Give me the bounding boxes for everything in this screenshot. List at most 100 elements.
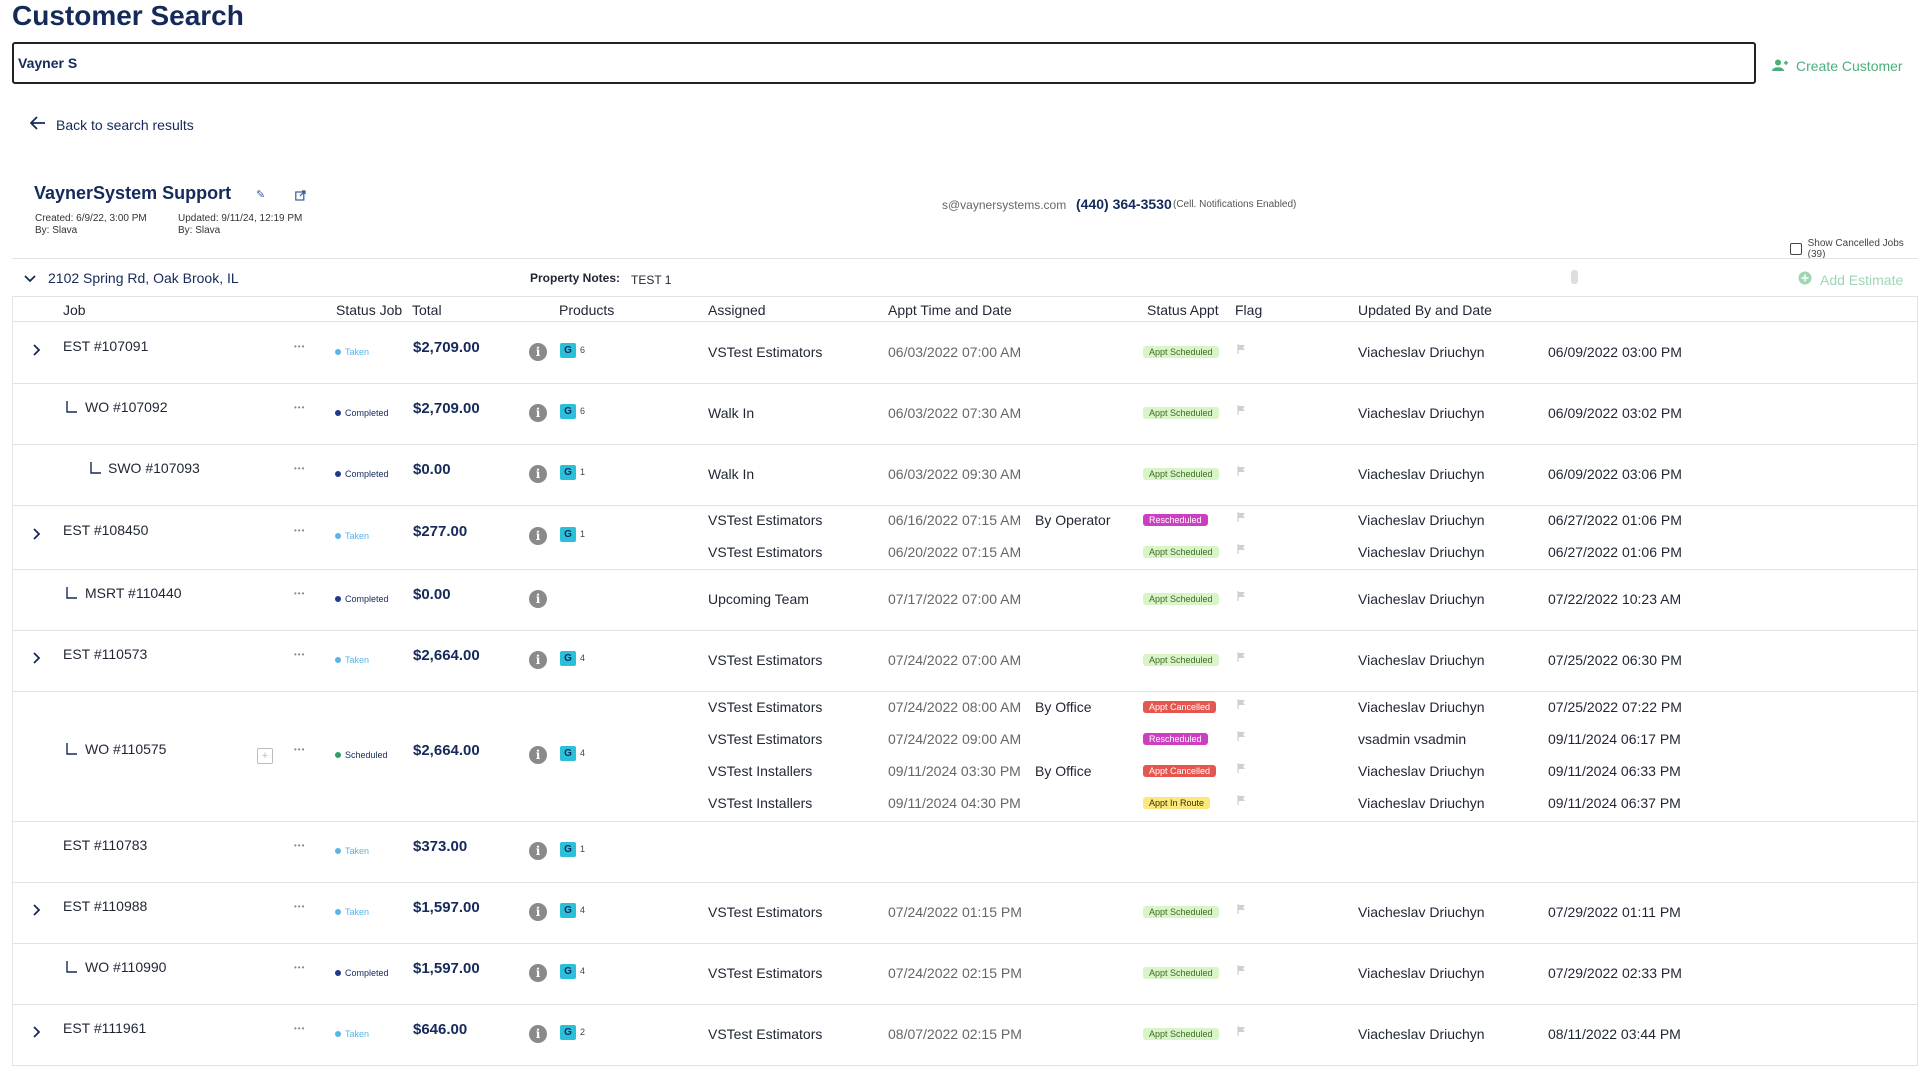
more-options-icon[interactable]: ••• (294, 901, 306, 911)
flag-icon[interactable] (1237, 512, 1246, 525)
appt-status-badge: Appt Scheduled (1143, 653, 1219, 666)
info-icon[interactable]: i (529, 963, 547, 982)
job-id[interactable]: EST #107091 (63, 337, 149, 354)
col-updated[interactable]: Updated By and Date (1358, 302, 1492, 318)
more-options-icon[interactable]: ••• (294, 745, 306, 754)
info-icon[interactable]: i (529, 464, 547, 483)
show-cancelled-label: Show Cancelled Jobs (39) (1807, 238, 1904, 260)
job-id[interactable]: SWO #107093 (108, 459, 200, 476)
col-job[interactable]: Job (63, 302, 86, 318)
product-count: 6 (580, 405, 586, 416)
product-badge: G (560, 746, 576, 761)
table-row[interactable] (12, 882, 1918, 944)
scroll-handle[interactable] (1571, 270, 1578, 284)
job-id[interactable]: EST #110988 (63, 897, 148, 914)
flag-icon[interactable] (1237, 651, 1246, 665)
customer-email[interactable]: s@vaynersystems.com (942, 198, 1067, 212)
job-id[interactable]: WO #107092 (85, 398, 168, 415)
col-total[interactable]: Total (412, 302, 442, 318)
updated-date: 06/09/2022 03:06 PM (1548, 465, 1682, 482)
table-row[interactable] (12, 383, 1918, 445)
job-total: $277.00 (413, 523, 468, 540)
show-cancelled-toggle[interactable]: Show Cancelled Jobs (39) (1790, 238, 1920, 260)
flag-icon[interactable] (1237, 465, 1246, 479)
col-assigned[interactable]: Assigned (708, 302, 766, 318)
job-id[interactable]: EST #110573 (63, 645, 148, 662)
info-icon[interactable]: i (529, 650, 547, 669)
flag-icon[interactable] (1237, 795, 1246, 808)
info-icon[interactable]: i (529, 902, 547, 921)
table-row[interactable] (12, 691, 1918, 822)
chevron-right-icon[interactable] (33, 903, 41, 921)
table-row[interactable] (12, 569, 1918, 631)
col-products[interactable]: Products (559, 302, 615, 318)
flag-icon[interactable] (1237, 903, 1246, 917)
create-customer-button[interactable]: Create Customer (1772, 58, 1903, 74)
info-icon[interactable]: i (529, 527, 547, 545)
updated-by: Viacheslav Driuchyn (1358, 903, 1485, 920)
flag-icon[interactable] (1237, 343, 1246, 357)
chevron-down-icon[interactable] (24, 270, 36, 286)
table-row[interactable] (12, 322, 1918, 384)
show-cancelled-checkbox[interactable] (1790, 243, 1802, 255)
table-row[interactable] (12, 505, 1918, 570)
job-id[interactable]: EST #110783 (63, 836, 148, 853)
plus-circle-icon (1798, 271, 1812, 288)
col-status-job[interactable]: Status Job (336, 302, 403, 318)
more-options-icon[interactable]: ••• (294, 840, 306, 850)
updated-by: Viacheslav Driuchyn (1358, 964, 1485, 981)
flag-icon[interactable] (1237, 763, 1246, 776)
product-count: 4 (580, 652, 586, 663)
add-estimate-button[interactable]: Add Estimate (1798, 271, 1903, 288)
flag-icon[interactable] (1237, 964, 1246, 978)
info-icon[interactable]: i (529, 589, 547, 608)
more-options-icon[interactable]: ••• (294, 526, 306, 535)
col-status-appt[interactable]: Status Appt (1147, 302, 1219, 318)
external-link-icon[interactable] (295, 188, 306, 206)
assigned-team: VSTest Estimators (708, 512, 823, 528)
edit-icon[interactable]: ✎ (256, 189, 266, 201)
property-address-row[interactable]: 2102 Spring Rd, Oak Brook, IL (24, 270, 239, 286)
flag-icon[interactable] (1237, 1025, 1246, 1039)
table-row[interactable] (12, 444, 1918, 506)
job-id[interactable]: WO #110990 (85, 958, 167, 975)
property-notes-value: TEST 1 (631, 273, 672, 287)
job-status: Completed (335, 968, 389, 978)
customer-phone[interactable]: (440) 364-3530 (1076, 196, 1172, 212)
more-options-icon[interactable]: ••• (294, 1023, 306, 1033)
info-icon[interactable]: i (529, 746, 547, 764)
table-row[interactable] (12, 943, 1918, 1005)
flag-icon[interactable] (1237, 544, 1246, 557)
info-icon[interactable]: i (529, 1024, 547, 1043)
calendar-add-icon[interactable]: + (257, 748, 273, 764)
table-row[interactable] (12, 630, 1918, 692)
job-id[interactable]: WO #110575 (85, 741, 167, 757)
chevron-right-icon[interactable] (33, 651, 41, 669)
product-badge: G (560, 403, 576, 419)
table-row[interactable] (12, 821, 1918, 883)
more-options-icon[interactable]: ••• (294, 588, 306, 598)
chevron-right-icon[interactable] (33, 1025, 41, 1043)
chevron-right-icon[interactable] (33, 527, 41, 545)
job-id[interactable]: EST #108450 (63, 522, 149, 538)
search-input[interactable]: Vayner S (12, 42, 1756, 84)
flag-icon[interactable] (1237, 699, 1246, 712)
info-icon[interactable]: i (529, 342, 547, 361)
more-options-icon[interactable]: ••• (294, 962, 306, 972)
more-options-icon[interactable]: ••• (294, 402, 306, 412)
info-icon[interactable]: i (529, 403, 547, 422)
appt-status-badge: Appt Scheduled (1143, 467, 1219, 480)
more-options-icon[interactable]: ••• (294, 341, 306, 351)
job-id[interactable]: EST #111961 (63, 1019, 147, 1036)
back-to-results-link[interactable]: Back to search results (29, 116, 194, 133)
col-flag[interactable]: Flag (1235, 302, 1263, 318)
more-options-icon[interactable]: ••• (294, 649, 306, 659)
job-id[interactable]: MSRT #110440 (85, 584, 182, 601)
chevron-right-icon[interactable] (33, 343, 41, 361)
more-options-icon[interactable]: ••• (294, 463, 306, 473)
info-icon[interactable]: i (529, 841, 547, 860)
flag-icon[interactable] (1237, 404, 1246, 418)
flag-icon[interactable] (1237, 731, 1246, 744)
flag-icon[interactable] (1237, 590, 1246, 604)
col-appt-time[interactable]: Appt Time and Date (888, 302, 1012, 318)
